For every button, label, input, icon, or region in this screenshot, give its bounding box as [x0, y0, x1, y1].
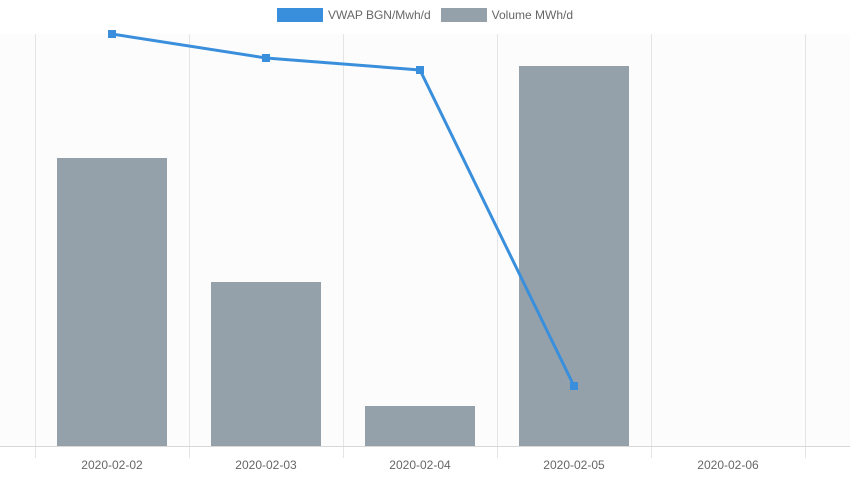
bar-volume [57, 158, 167, 446]
point-vwap [416, 66, 424, 74]
x-tick-label: 2020-02-02 [81, 458, 143, 472]
line-vwap [111, 32, 576, 387]
legend-swatch-volume [440, 8, 487, 22]
point-vwap [108, 30, 116, 38]
point-vwap [570, 382, 578, 390]
bar-volume [365, 406, 475, 446]
x-tick-label: 2020-02-03 [235, 458, 297, 472]
legend-item-vwap[interactable]: VWAP BGN/Mwh/d [276, 8, 431, 22]
legend-label-vwap: VWAP BGN/Mwh/d [327, 8, 431, 22]
legend-label-volume: Volume MWh/d [491, 8, 574, 22]
x-tick-label: 2020-02-04 [389, 458, 451, 472]
legend-item-volume[interactable]: Volume MWh/d [440, 8, 574, 22]
x-tick-label: 2020-02-06 [697, 458, 759, 472]
point-vwap [262, 54, 270, 62]
legend: VWAP BGN/Mwh/d Volume MWh/d [0, 8, 850, 22]
x-tick-label: 2020-02-05 [543, 458, 605, 472]
legend-swatch-vwap [276, 8, 323, 22]
bar-volume [211, 282, 321, 446]
